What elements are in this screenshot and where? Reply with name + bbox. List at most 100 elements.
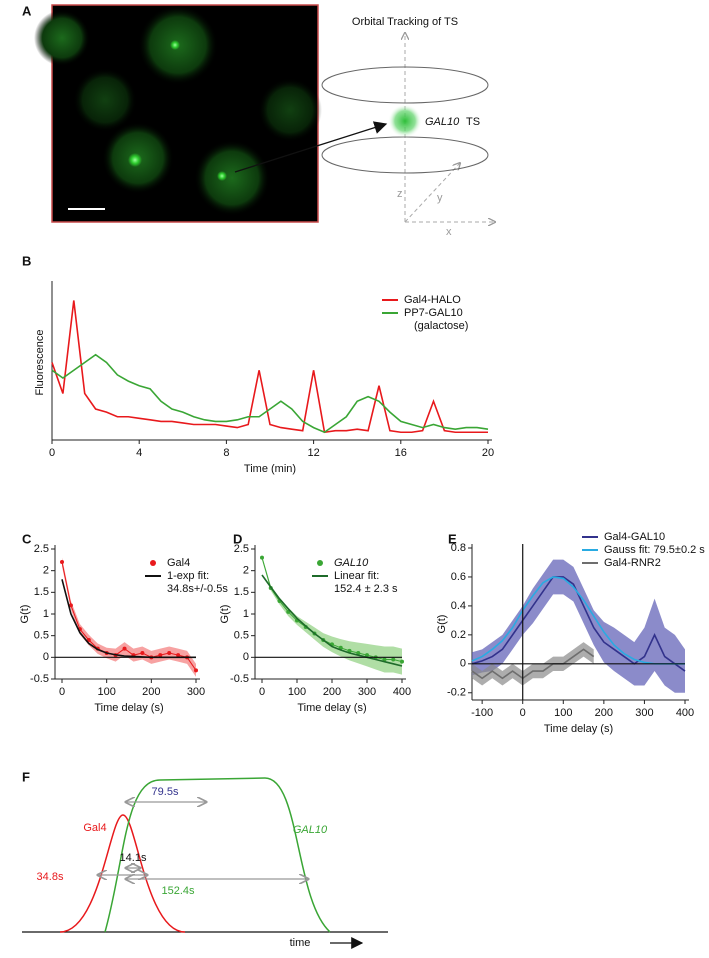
legend-note: 34.8s+/-0.5s [167,583,228,595]
x-tick-label: 400 [676,707,694,719]
legend-label: 1-exp fit: [167,570,209,582]
x-tick-label: 0 [49,447,55,459]
y-tick-label: 2 [243,565,249,577]
x-tick-label: -100 [471,707,493,719]
series-line [51,300,488,434]
x-tick-label: 100 [288,686,306,698]
x-tick-label: 0 [520,707,526,719]
y-tick-label: 2.5 [34,543,49,555]
series-line [471,648,595,680]
legend-label: Linear fit: [334,570,379,582]
y-tick-label: 1.5 [34,586,49,598]
data-point [382,657,387,662]
y-axis-label: G(t) [219,605,231,624]
y-axis-label: G(t) [436,615,448,634]
gal4-width: 34.8s [37,871,64,883]
x-tick-label: 300 [358,686,376,698]
x-tick-label: 300 [187,686,205,698]
y-tick-label: -0.5 [30,673,49,685]
y-tick-label: -0.2 [447,687,466,699]
panel-label: D [233,531,242,546]
panel-label: B [22,253,31,268]
legend-label: Gal4 [167,557,190,569]
y-tick-label: 0.4 [451,600,466,612]
y-tick-label: 2.5 [234,543,249,555]
tracking-diagram: Orbital Tracking of TS GAL10 TS z y x [321,16,495,238]
series-line [471,576,686,672]
data-point [60,560,64,564]
data-point [365,653,369,658]
y-tick-label: -0.5 [230,673,249,685]
x-axis-label: Time delay (s) [297,702,366,714]
data-point [68,603,73,608]
panel-label: F [22,769,30,784]
axis-label: z [397,188,403,200]
x-tick-label: 400 [393,686,411,698]
overlap-label: 14.1s [120,852,147,864]
legend-marker [150,560,156,566]
legend-label: GAL10 [334,557,369,569]
y-axis-label: Fluorescence [34,329,46,395]
axis-label: x [446,226,452,238]
x-axis-label: Time (min) [244,463,296,475]
series-line [261,574,403,667]
data-point [391,657,396,662]
panel-label: A [22,3,32,18]
x-tick-label: 200 [595,707,613,719]
y-tick-label: 0.8 [451,542,466,554]
y-tick-label: 1.5 [234,586,249,598]
y-tick-label: 0.2 [451,629,466,641]
x-tick-label: 8 [223,447,229,459]
panel-label: C [22,531,32,546]
data-point [400,659,404,664]
y-tick-label: 0.6 [451,571,466,583]
y-tick-label: 0 [43,651,49,663]
gap-label: 79.5s [152,786,179,798]
axis-label: y [437,192,443,204]
ts-suffix: TS [466,116,480,128]
panel-label: E [448,531,457,546]
x-axis-label: Time delay (s) [544,723,613,735]
y-tick-label: 1 [243,608,249,620]
x-tick-label: 0 [59,686,65,698]
y-tick-label: 0.5 [234,630,249,642]
series-line [471,576,685,665]
x-tick-label: 100 [554,707,572,719]
gal10-width: 152.4s [161,885,195,897]
ts-label: GAL10 [425,116,460,128]
legend-label: PP7-GAL10 [404,307,463,319]
legend-note: (galactose) [414,320,468,332]
x-tick-label: 16 [395,447,407,459]
data-point [158,653,163,658]
y-tick-label: 0 [460,658,466,670]
data-point [194,668,198,673]
legend-label: Gauss fit: 79.5±0.2 s [604,544,705,556]
x-tick-label: 4 [136,447,142,459]
gal10-label: GAL10 [293,824,328,836]
data-point [356,651,361,655]
legend-label: Gal4-RNR2 [604,557,661,569]
y-tick-label: 0 [243,651,249,663]
gal4-label: Gal4 [83,822,106,834]
y-tick-label: 0.5 [34,630,49,642]
series-line [61,561,197,671]
x-tick-label: 100 [97,686,115,698]
legend-label: Gal4-GAL10 [604,531,665,543]
data-point [140,651,145,655]
x-axis-label: Time delay (s) [94,702,163,714]
legend-label: Gal4-HALO [404,294,461,306]
y-axis-label: G(t) [19,605,31,624]
x-tick-label: 0 [259,686,265,698]
data-point [167,651,172,655]
time-label: time [290,937,311,949]
x-tick-label: 300 [635,707,653,719]
y-tick-label: 1 [43,608,49,620]
x-tick-label: 200 [142,686,160,698]
data-point [122,646,127,651]
x-tick-label: 12 [307,447,319,459]
x-tick-label: 200 [323,686,341,698]
data-point [260,555,264,560]
error-band [472,559,685,693]
series-line [51,353,489,434]
